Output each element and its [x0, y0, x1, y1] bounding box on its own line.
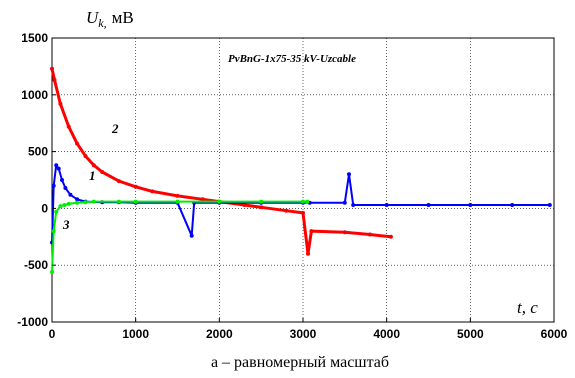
grid [52, 38, 554, 322]
x-tick-label: 4000 [373, 327, 400, 341]
series-point-3 [62, 203, 67, 207]
series-point-3 [75, 200, 80, 205]
y-tick-label: 0 [41, 201, 48, 215]
series-point-3 [91, 199, 96, 204]
series-label-2: 2 [111, 121, 119, 136]
series-point-1 [547, 203, 552, 207]
series-point-3 [50, 270, 54, 274]
series-point-3 [66, 201, 71, 206]
series-point-2 [50, 66, 54, 71]
series-point-2 [52, 78, 57, 82]
y-axis-unit: мВ [112, 8, 134, 27]
series-point-3 [305, 199, 310, 204]
series-point-3 [301, 199, 305, 204]
series-point-3 [259, 199, 264, 204]
series-point-2 [367, 232, 372, 237]
series-label-3: 3 [62, 217, 70, 232]
series-point-2 [306, 251, 310, 256]
series-point-1 [510, 203, 515, 207]
series-point-2 [116, 179, 121, 184]
series-point-3 [217, 199, 222, 204]
series-point-1 [426, 203, 431, 207]
series-point-2 [150, 189, 155, 194]
series-point-3 [133, 199, 138, 204]
y-tick-label: -1000 [17, 315, 48, 329]
series-point-2 [91, 163, 96, 168]
series-point-2 [133, 184, 138, 189]
series-point-1 [189, 233, 194, 238]
series-point-1 [468, 203, 473, 207]
ticks: 0 1000 2000 3000 4000 5000 6000 -1000 -500 0 500 10… [17, 31, 567, 341]
series-label-1: 1 [89, 168, 96, 183]
y-tick-label: 500 [28, 145, 48, 159]
series-point-3 [51, 229, 56, 234]
series-point-2 [175, 193, 180, 198]
series-point-2 [66, 124, 71, 129]
series-point-2 [301, 210, 305, 215]
caption: а – равномерный масштаб [211, 354, 389, 371]
series-point-2 [242, 203, 247, 207]
x-tick-label: 5000 [457, 327, 484, 341]
series-point-2 [388, 234, 393, 239]
series-point-2 [58, 101, 63, 106]
series-group [50, 66, 552, 274]
series-point-3 [116, 199, 121, 204]
series-line-3 [51, 200, 308, 273]
series-point-1 [342, 200, 347, 205]
series-point-3 [58, 204, 63, 209]
series-point-1 [68, 192, 73, 197]
series-point-2 [75, 141, 80, 146]
series-point-1 [347, 172, 351, 177]
series-point-2 [284, 208, 289, 213]
series-point-2 [100, 170, 105, 174]
series-point-2 [309, 229, 314, 234]
y-tick-label: -500 [24, 258, 48, 272]
y-tick-label: 1500 [21, 31, 48, 45]
x-tick-label: 1000 [122, 327, 149, 341]
series-point-1 [60, 178, 64, 182]
y-tick-label: 1000 [21, 88, 48, 102]
series-point-1 [384, 203, 389, 207]
x-tick-label: 0 [49, 327, 56, 341]
series-point-1 [75, 197, 80, 202]
series-point-1 [351, 203, 356, 207]
series-point-1 [56, 166, 61, 171]
series-point-3 [54, 209, 59, 214]
series-point-2 [259, 205, 264, 210]
chart-title: PvBnG-1x75-35 kV-Uzcable [228, 53, 356, 65]
series-point-2 [342, 230, 347, 235]
series-point-2 [83, 154, 88, 159]
series-point-1 [63, 186, 68, 190]
y-axis-subscript: k, [98, 16, 106, 30]
y-axis-label: Uk, мВ [86, 8, 134, 30]
y-axis-symbol: U [86, 8, 100, 27]
x-tick-label: 6000 [541, 327, 568, 341]
series-point-1 [51, 183, 56, 188]
x-tick-label: 2000 [206, 327, 233, 341]
series-point-1 [54, 163, 59, 168]
series-point-3 [175, 199, 180, 204]
series-point-3 [83, 200, 88, 205]
series-point-2 [200, 197, 205, 202]
x-tick-label: 3000 [290, 327, 317, 341]
x-axis-label: t, c [517, 298, 538, 317]
